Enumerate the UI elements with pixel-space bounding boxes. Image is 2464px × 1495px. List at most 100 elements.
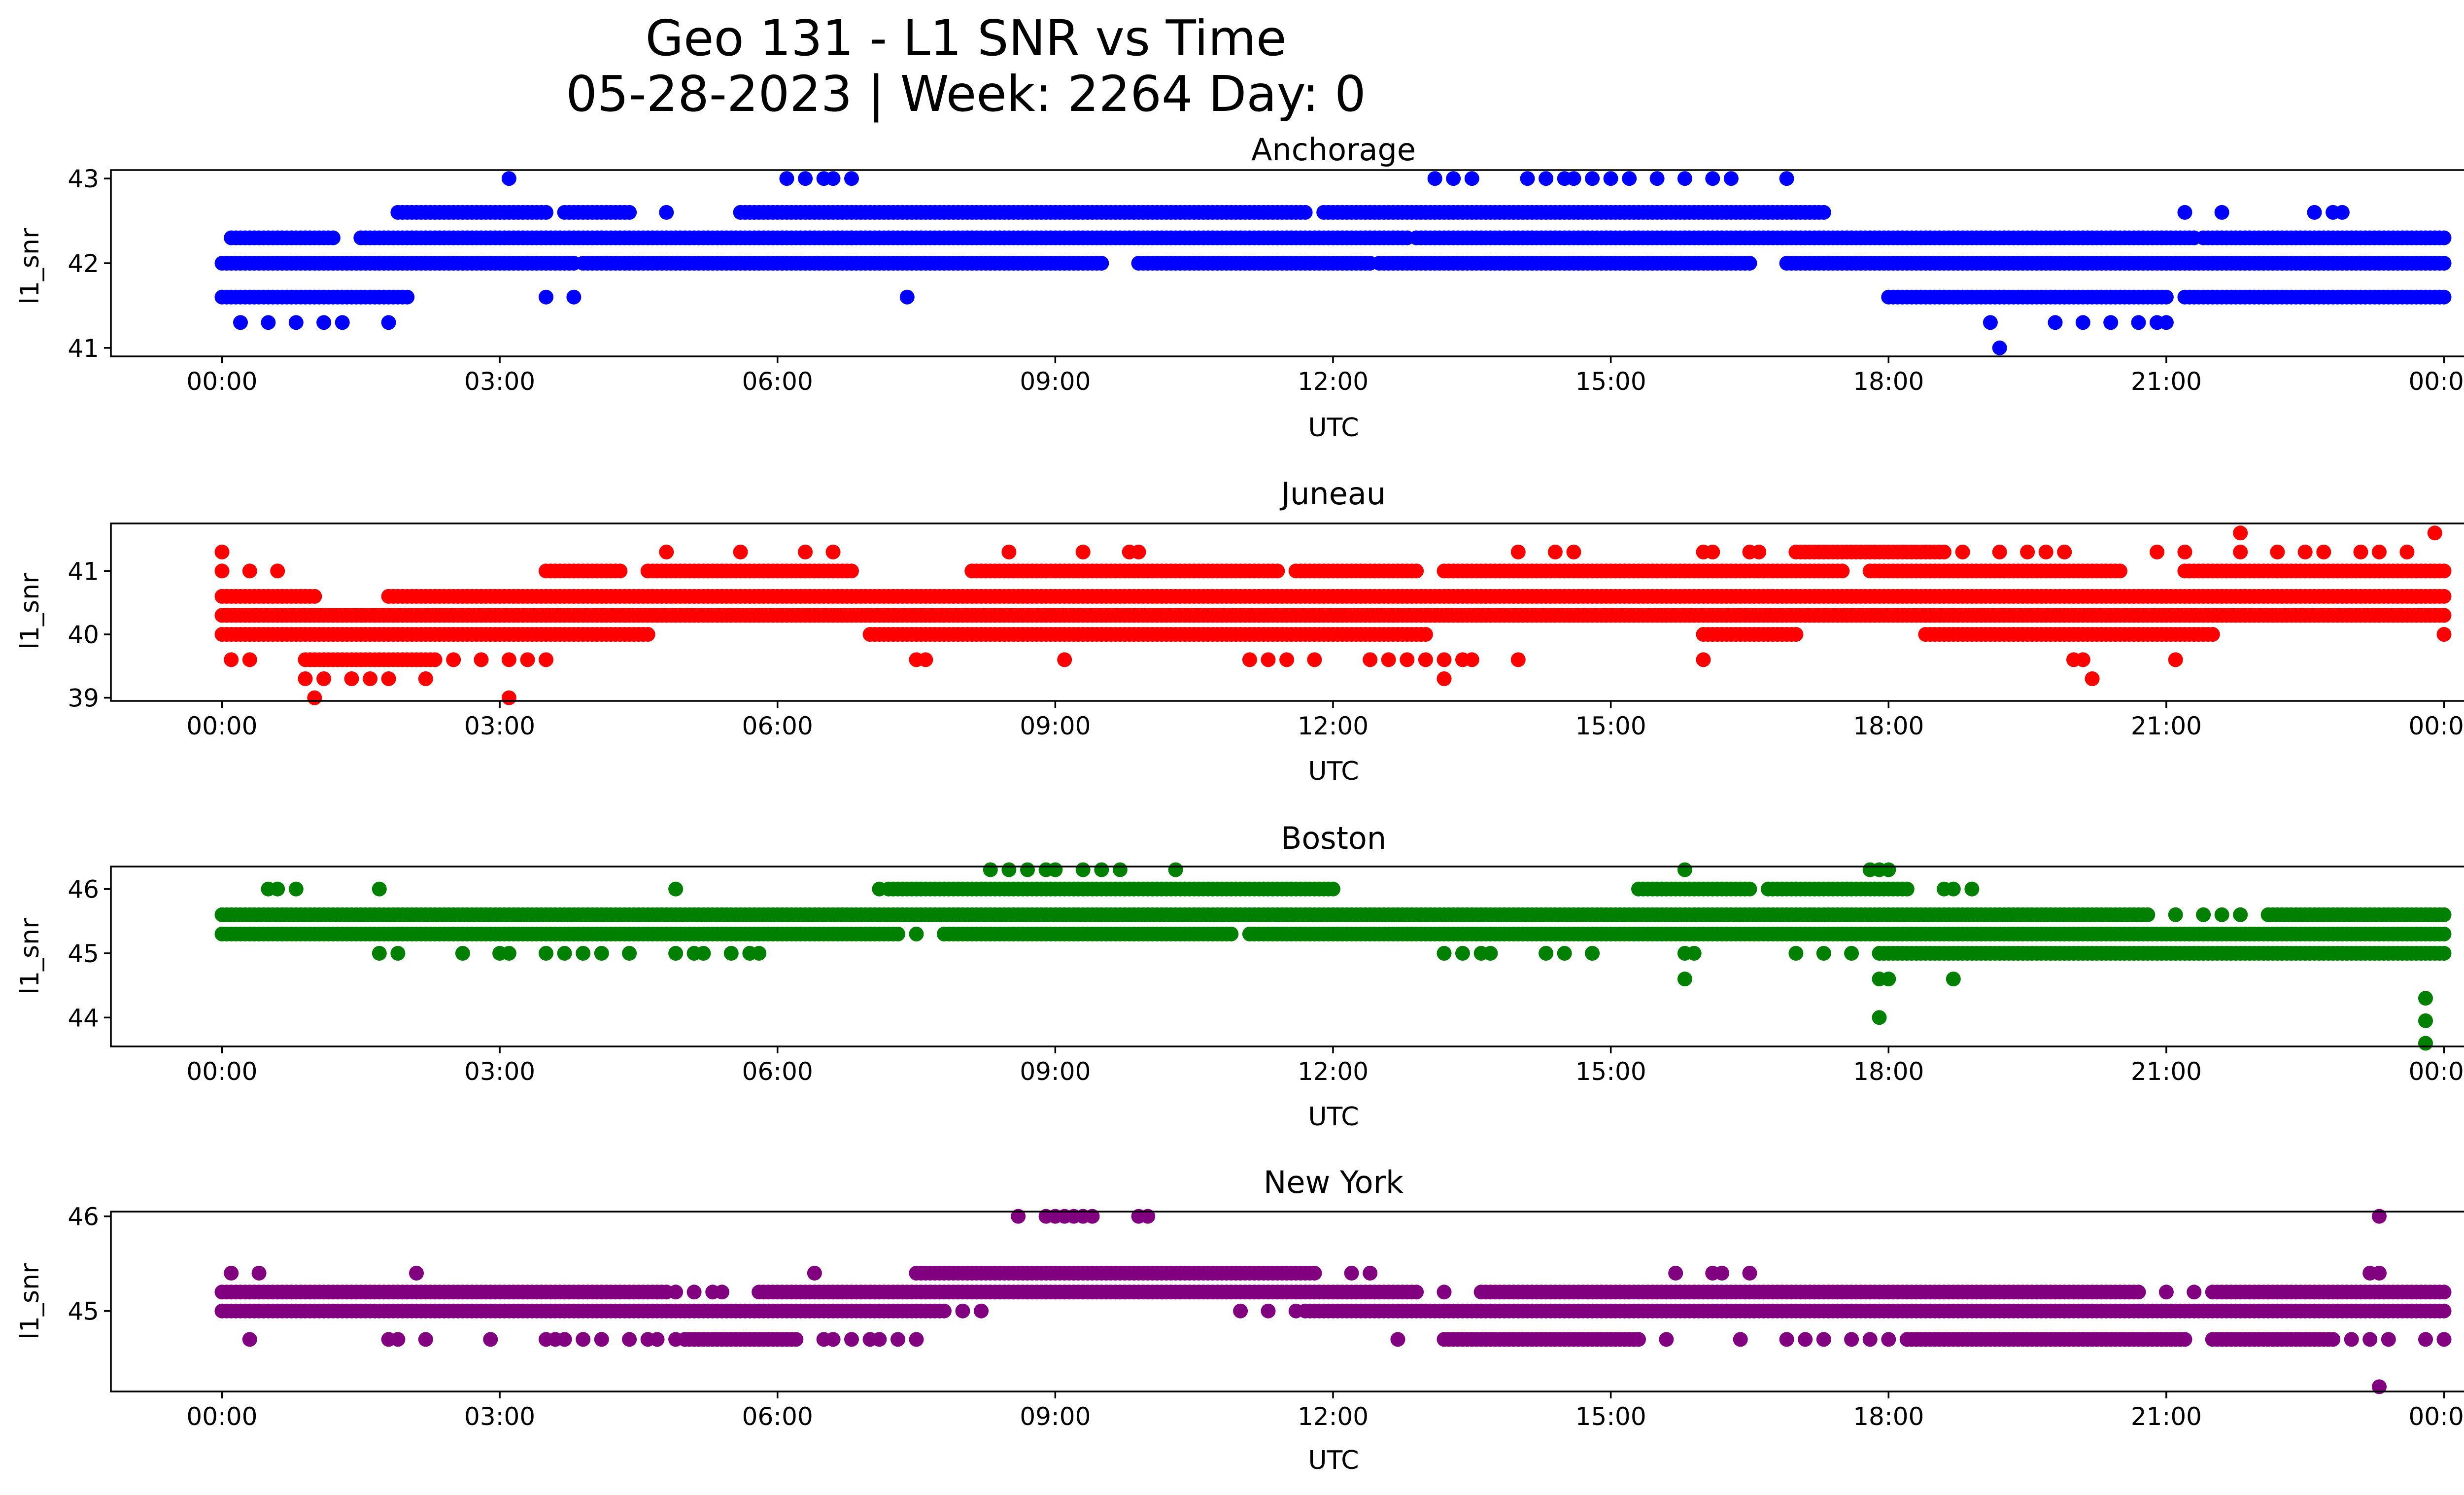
data-point — [2196, 907, 2211, 922]
data-point — [325, 230, 341, 245]
data-point — [1057, 652, 1072, 667]
x-tick-label: 06:00 — [742, 712, 813, 740]
data-point — [668, 946, 684, 961]
y-tick-label: 45 — [68, 939, 99, 968]
data-point — [622, 205, 637, 220]
data-point — [242, 563, 257, 579]
data-point — [1751, 544, 1767, 559]
x-axis-label: UTC — [1308, 1102, 1359, 1132]
data-point — [2168, 652, 2183, 667]
data-point — [2436, 230, 2452, 245]
data-point — [723, 946, 739, 961]
data-point — [798, 171, 813, 186]
x-tick-label: 15:00 — [1575, 712, 1646, 740]
data-point — [1742, 881, 1757, 897]
data-point — [1779, 171, 1794, 186]
data-point — [2158, 289, 2174, 305]
data-point — [1510, 652, 1526, 667]
data-point — [594, 946, 609, 961]
data-point — [2177, 205, 2192, 220]
x-tick-label: 12:00 — [1298, 1057, 1369, 1086]
data-point — [1381, 652, 1396, 667]
data-point — [2233, 525, 2248, 541]
data-point — [1094, 862, 1109, 877]
data-point — [2085, 671, 2100, 686]
data-point — [1048, 862, 1063, 877]
panel-title: Juneau — [1279, 476, 1386, 512]
data-point — [2177, 544, 2192, 559]
data-point — [539, 205, 553, 220]
data-point — [270, 881, 285, 897]
x-tick-label: 00:00 — [186, 712, 257, 740]
y-axis-label: l1_snr — [15, 573, 45, 650]
x-tick-label: 03:00 — [464, 367, 535, 396]
data-point — [427, 652, 443, 667]
data-point — [1418, 652, 1433, 667]
data-point — [2436, 289, 2452, 305]
data-point — [1437, 652, 1452, 667]
data-point — [520, 652, 535, 667]
data-point — [1075, 544, 1091, 559]
data-point — [1677, 972, 1692, 987]
data-point — [2233, 544, 2248, 559]
data-point — [501, 171, 516, 186]
data-point — [844, 171, 859, 186]
data-point — [1464, 652, 1479, 667]
data-point — [2436, 608, 2452, 623]
data-point — [983, 862, 998, 877]
data-point — [1649, 171, 1665, 186]
data-point — [2436, 946, 2452, 961]
x-tick-label: 15:00 — [1575, 367, 1646, 396]
data-point — [298, 671, 313, 686]
data-point — [2140, 907, 2156, 922]
data-point — [455, 946, 470, 961]
data-point — [1427, 171, 1442, 186]
data-point — [390, 946, 406, 961]
data-point — [344, 671, 359, 686]
data-point — [335, 315, 350, 330]
x-tick-label: 12:00 — [1298, 367, 1369, 396]
data-point — [214, 563, 230, 579]
data-point — [214, 544, 230, 559]
data-point — [2214, 907, 2229, 922]
data-point — [1622, 171, 1637, 186]
data-point — [1566, 171, 1581, 186]
data-point — [1964, 881, 1980, 897]
data-point — [1946, 972, 1961, 987]
data-point — [1483, 946, 1498, 961]
data-point — [622, 946, 637, 961]
data-point — [2131, 315, 2146, 330]
data-point — [2057, 544, 2072, 559]
x-tick-label: 12:00 — [1298, 712, 1369, 740]
data-point — [1437, 671, 1452, 686]
data-point — [1075, 862, 1091, 877]
data-point — [2113, 563, 2127, 579]
data-point — [1418, 627, 1433, 642]
x-tick-label: 03:00 — [464, 1057, 535, 1086]
data-point — [2436, 907, 2452, 922]
data-point — [2048, 315, 2063, 330]
x-tick-label: 00:00 — [186, 367, 257, 396]
data-point — [2372, 544, 2387, 559]
data-point — [1983, 315, 1998, 330]
data-point — [2075, 315, 2090, 330]
data-point — [233, 315, 248, 330]
data-point — [1270, 563, 1285, 579]
data-point — [2334, 205, 2350, 220]
data-point — [2353, 544, 2368, 559]
x-tick-label: 18:00 — [1853, 712, 1924, 740]
data-point — [1437, 946, 1452, 961]
data-point — [307, 690, 322, 705]
data-point — [566, 289, 582, 305]
x-tick-label: 18:00 — [1853, 367, 1924, 396]
data-point — [1400, 652, 1415, 667]
data-point — [1816, 205, 1831, 220]
data-point — [2436, 926, 2452, 941]
data-point — [890, 926, 905, 941]
data-point — [501, 652, 516, 667]
data-point — [1705, 544, 1720, 559]
data-point — [899, 289, 915, 305]
data-point — [1955, 544, 1970, 559]
series-marks — [214, 171, 2452, 355]
y-axis-label: l1_snr — [15, 228, 45, 305]
